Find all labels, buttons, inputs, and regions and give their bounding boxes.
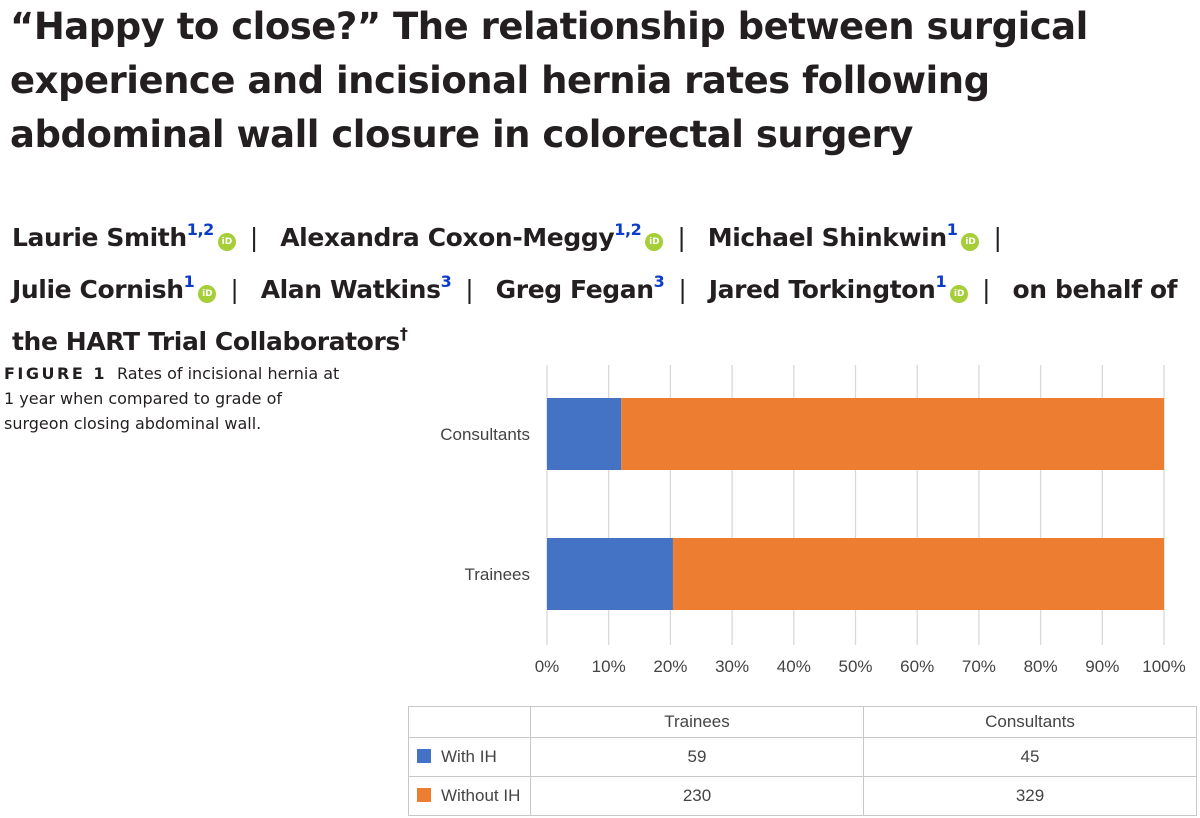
author-separator: | [982,275,991,304]
stacked-bar-chart: 0% 10% 20% 30% 40% 50% 60% 70% 80% 90% 100% Consult… [440,365,1186,676]
data-table: Trainees Consultants With IH 59 45 Witho… [408,706,1197,816]
x-tick-label: 100% [1142,657,1185,676]
x-tick-label: 0% [535,657,560,676]
author-name: Laurie Smith [12,223,187,252]
author-affiliation: 3 [440,272,452,291]
author-name: Julie Cornish [12,275,184,304]
data-table-cell: 45 [863,737,1197,777]
author-separator: | [230,275,239,304]
author-separator: | [678,275,687,304]
bar-trainees-without-ih [672,538,1164,610]
author-affiliation: 1 [183,272,195,291]
author: Michael Shinkwin1iD [707,220,980,252]
author-affiliation: 3 [653,272,665,291]
author-affiliation: 1 [946,220,958,239]
x-tick-label: 20% [653,657,687,676]
x-tick-label: 10% [592,657,626,676]
data-table-row: With IH 59 45 [408,737,1197,777]
x-tick-label: 80% [1024,657,1058,676]
data-table-row: Without IH 230 329 [408,776,1197,816]
orcid-icon[interactable]: iD [198,285,217,303]
author-name: Greg Fegan [495,275,654,304]
author-affiliation: 1,2 [614,220,642,239]
orcid-icon[interactable]: iD [217,233,236,251]
x-tick-label: 50% [838,657,872,676]
author-separator: | [465,275,474,304]
legend-swatch-without-ih [417,788,431,802]
orcid-icon[interactable]: iD [645,233,664,251]
bar-trainees-with-ih [547,538,673,610]
x-tick-label: 40% [777,657,811,676]
author: Alan Watkins3 [260,272,452,304]
data-table-cell: 329 [863,776,1197,816]
data-table-row-label: Without IH [408,776,531,816]
figure-caption-text: Rates of incisional hernia at 1 year whe… [4,364,340,433]
author: Alexandra Coxon-Meggy1,2iD [280,220,664,252]
data-table-header-row: Trainees Consultants [408,706,1197,738]
x-tick-label: 30% [715,657,749,676]
author-separator: | [677,223,686,252]
legend-label: With IH [441,747,497,766]
figure-label: FIGURE 1 [4,364,107,383]
author-name: Michael Shinkwin [707,223,947,252]
author-affiliation: 1 [935,272,947,291]
article-title: “Happy to close?” The relationship betwe… [10,5,1088,156]
x-tick-label: 70% [962,657,996,676]
dagger-mark: † [399,324,408,343]
author-affiliation: 1,2 [186,220,215,239]
data-table-col-header: Trainees [530,706,864,738]
x-tick-label: 60% [900,657,934,676]
orcid-icon[interactable]: iD [950,285,969,303]
data-table-row-label: With IH [408,737,531,777]
legend-swatch-with-ih [417,749,431,763]
data-table-corner [408,706,531,738]
author-name: Alexandra Coxon-Meggy [280,223,615,252]
author: Jared Torkington1iD [708,272,969,304]
orcid-icon[interactable]: iD [961,233,980,251]
x-tick-label: 90% [1085,657,1119,676]
data-table-col-header: Consultants [863,706,1197,738]
figure-caption: FIGURE 1 Rates of incisional hernia at 1 … [4,361,344,436]
data-table-cell: 59 [530,737,864,777]
author-list: Laurie Smith1,2iD | Alexandra Coxon-Meggy… [12,208,1197,364]
author: Greg Fegan3 [495,272,665,304]
bar-consultants-without-ih [621,398,1164,470]
category-label: Consultants [440,425,530,444]
legend-label: Without IH [441,786,521,805]
author: Laurie Smith1,2iD [12,220,236,252]
collaborators-note: on behalf of the HART Trial Collaborator… [12,275,1178,356]
bar-consultants-with-ih [547,398,622,470]
category-label: Trainees [464,565,530,584]
author-name: Jared Torkington [708,275,936,304]
data-table-cell: 230 [530,776,864,816]
author: Julie Cornish1iD [12,272,217,304]
author-name: Alan Watkins [260,275,441,304]
author-separator: | [993,223,1002,252]
author-separator: | [249,223,258,252]
